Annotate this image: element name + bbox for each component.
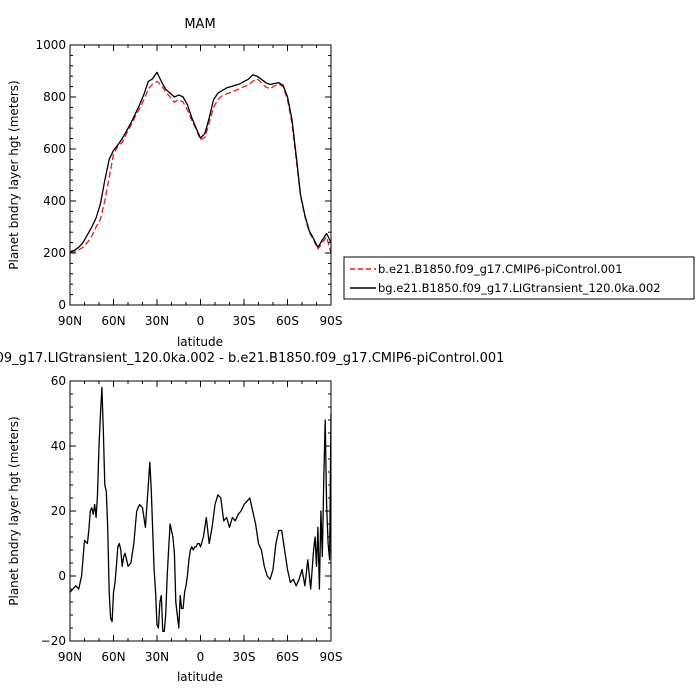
y-tick-label: 40 <box>51 439 66 453</box>
x-axis-label: latitude <box>177 670 223 684</box>
y-tick-label: −20 <box>41 634 66 648</box>
bottom-series-lines <box>69 386 332 632</box>
x-tick-label: 30N <box>145 314 169 328</box>
y-axis-ticks: −20 0 20 40 60 <box>41 374 331 648</box>
x-axis-ticks: 90N 60N 30N 0 30S 60S 90S <box>58 381 343 664</box>
y-axis-label: Planet bndry layer hgt (meters) <box>7 80 21 270</box>
x-tick-label: 90N <box>58 650 82 664</box>
y-tick-label: 600 <box>43 142 66 156</box>
y-tick-label: 0 <box>58 569 66 583</box>
y-tick-label: 200 <box>43 246 66 260</box>
y-tick-label: 1000 <box>35 38 66 52</box>
top-series-lines <box>69 71 332 254</box>
x-axis-ticks: 90N 60N 30N 0 30S 60S 90S <box>58 45 343 328</box>
x-tick-label: 0 <box>197 650 205 664</box>
y-axis-label: Planet bndry layer hgt (meters) <box>7 416 21 606</box>
chart-title: bg.e21.B1850.f09_g17.LIGtransient_120.0k… <box>0 351 504 366</box>
y-tick-label: 60 <box>51 374 66 388</box>
legend-label-1: bg.e21.B1850.f09_g17.LIGtransient_120.0k… <box>378 281 661 295</box>
y-tick-label: 20 <box>51 504 66 518</box>
y-axis-ticks: 0 200 400 600 800 1000 <box>35 38 331 312</box>
legend-box <box>343 256 695 300</box>
x-tick-label: 60S <box>276 314 299 328</box>
x-tick-label: 30N <box>145 650 169 664</box>
x-tick-label: 30S <box>233 650 256 664</box>
top-line-chart: MAM 90N 60N 30N 0 30S 60S 90S 0 200 400 600 800 100… <box>7 17 695 349</box>
legend: b.e21.B1850.f09_g17.CMIP6-piControl.001 … <box>343 256 695 300</box>
series-line-1 <box>69 71 332 253</box>
x-tick-label: 60N <box>101 314 125 328</box>
bottom-difference-chart: bg.e21.B1850.f09_g17.LIGtransient_120.0k… <box>0 351 504 684</box>
x-tick-label: 90S <box>320 650 343 664</box>
x-tick-label: 90S <box>320 314 343 328</box>
x-tick-label: 60N <box>101 650 125 664</box>
x-tick-label: 90N <box>58 314 82 328</box>
legend-label-0: b.e21.B1850.f09_g17.CMIP6-piControl.001 <box>378 262 623 276</box>
series-line-0 <box>69 78 332 254</box>
series-line-0 <box>69 386 332 632</box>
y-tick-label: 800 <box>43 90 66 104</box>
x-tick-label: 0 <box>197 314 205 328</box>
chart-title: MAM <box>184 17 215 32</box>
y-tick-label: 400 <box>43 194 66 208</box>
x-axis-label: latitude <box>177 335 223 349</box>
y-tick-label: 0 <box>58 298 66 312</box>
x-tick-label: 30S <box>233 314 256 328</box>
x-tick-label: 60S <box>276 650 299 664</box>
